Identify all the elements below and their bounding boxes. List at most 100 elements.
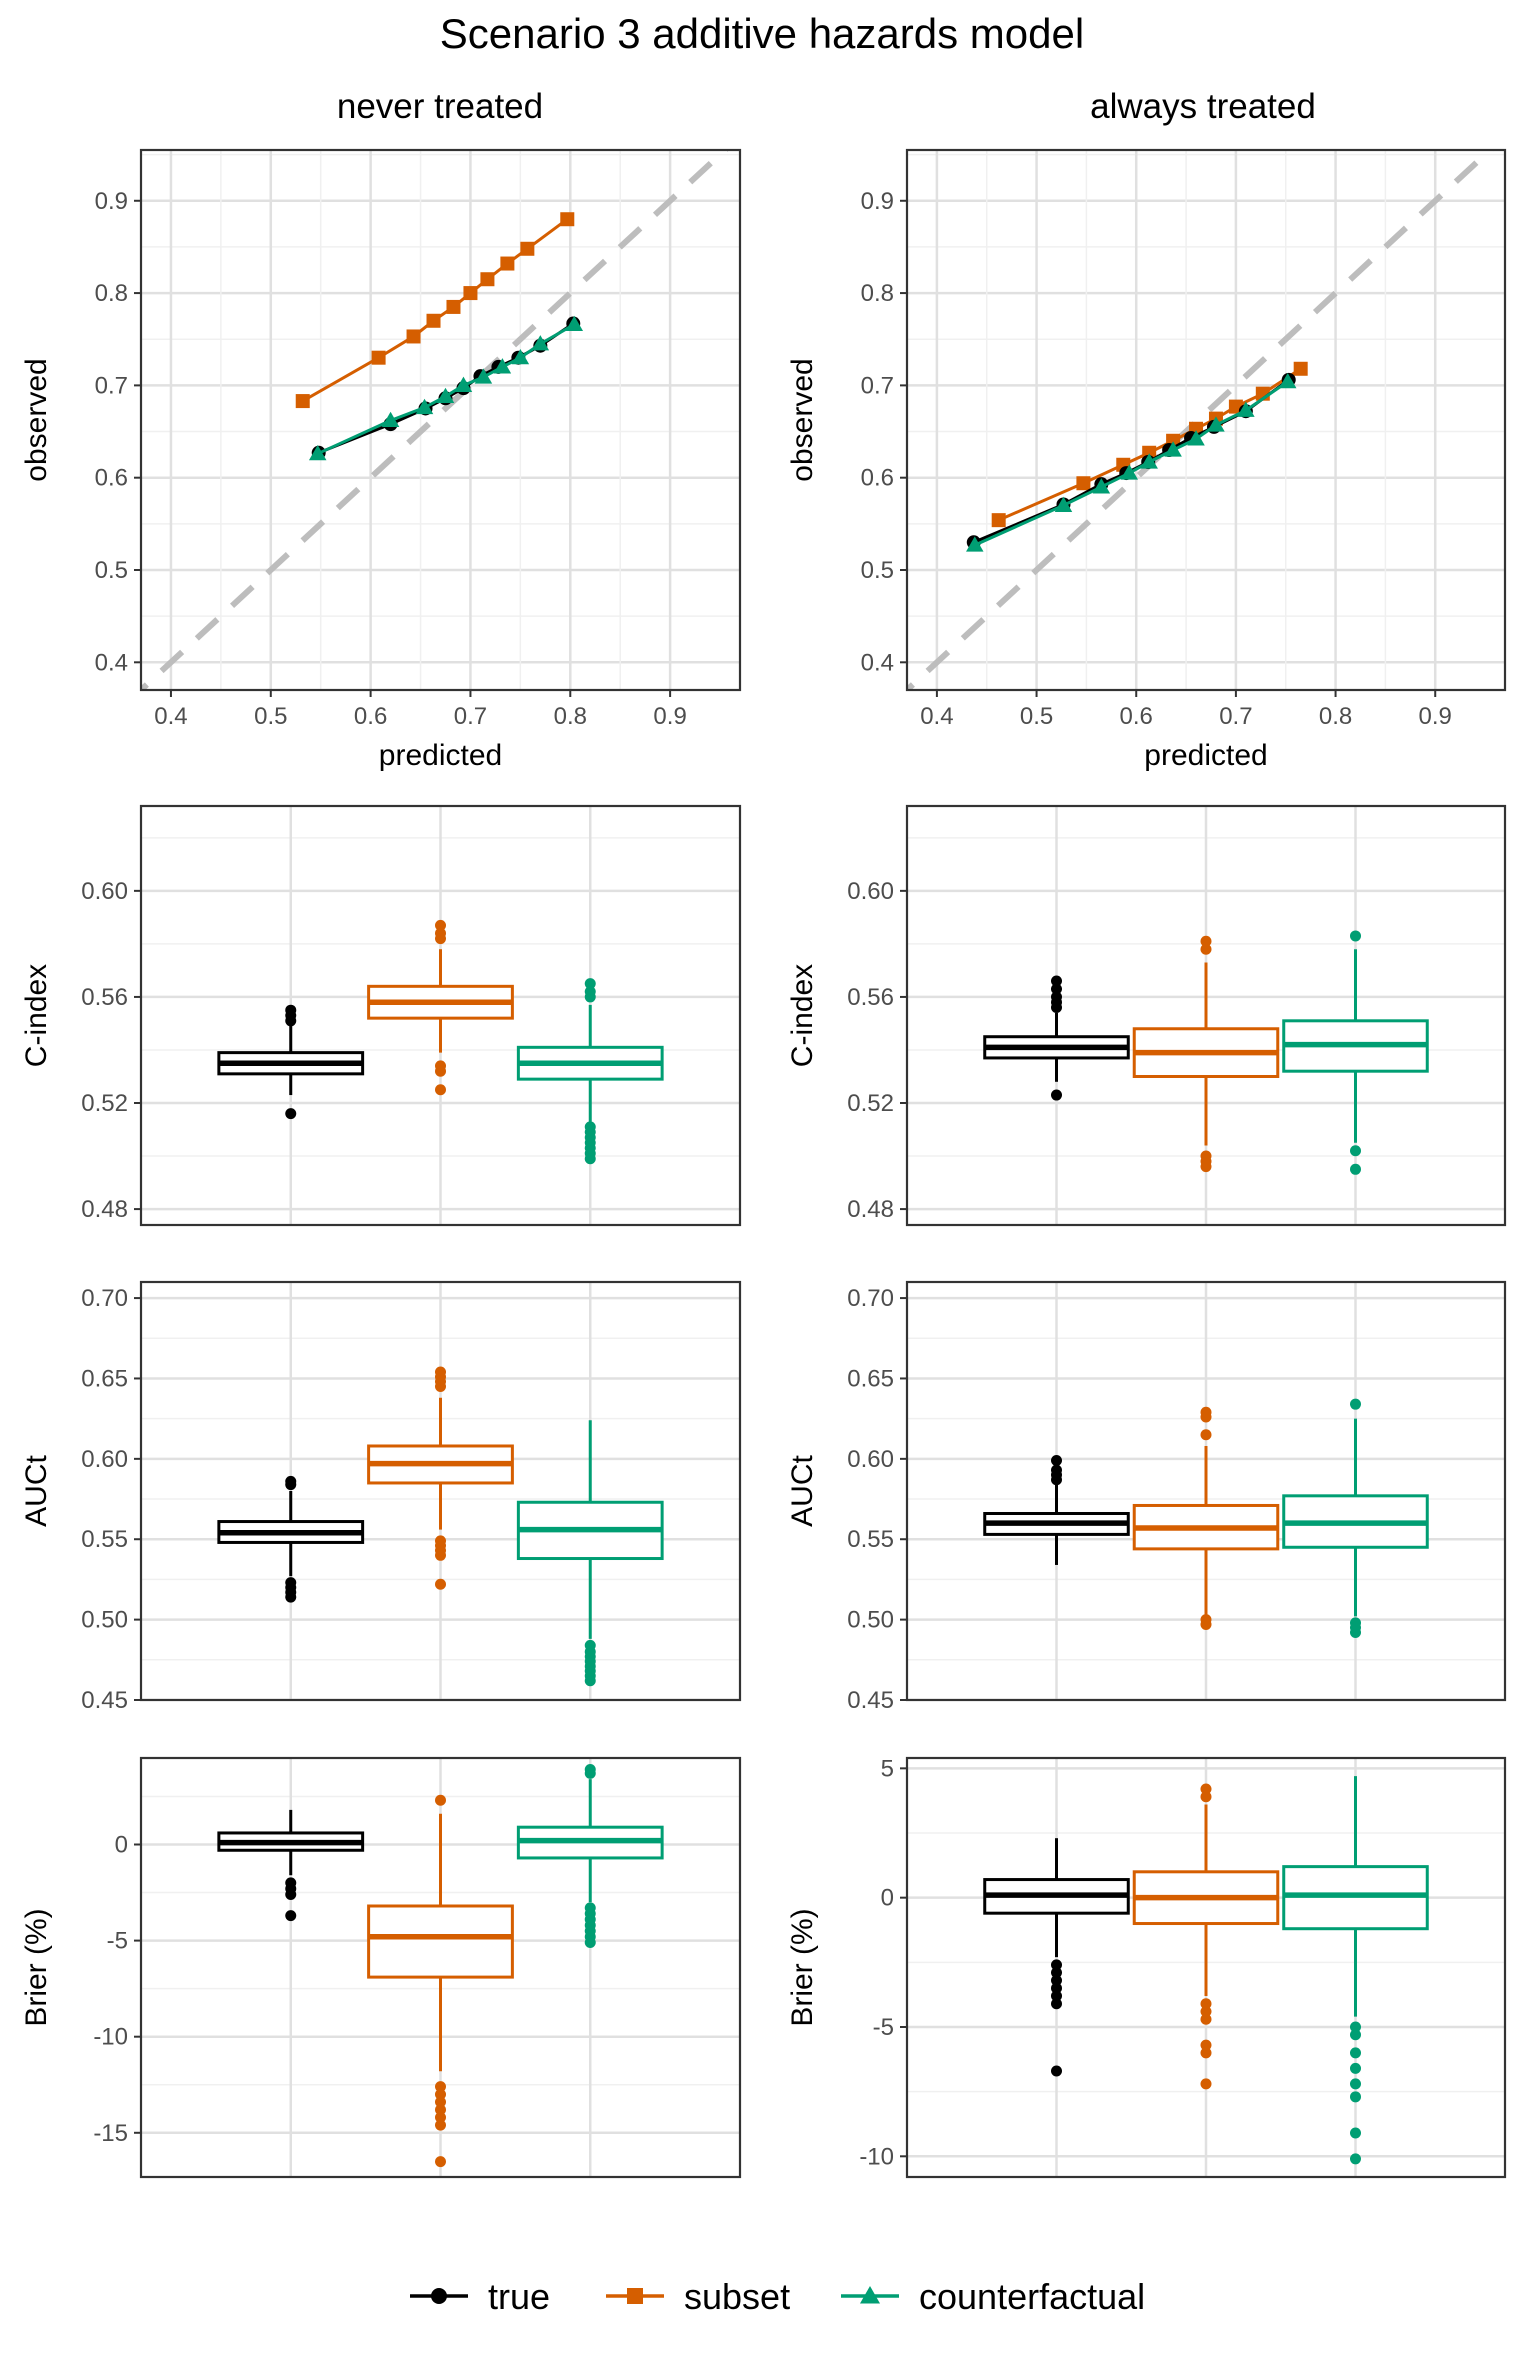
outlier-point-counterfactual — [1350, 1398, 1361, 1410]
panel-auct-always-treated: 0.45 0.50 0.55 0.60 0.65 0.70 AUCt — [786, 1280, 1507, 1714]
y-tick-label: 0.48 — [81, 1196, 128, 1223]
data-point-counterfactual — [1164, 441, 1182, 457]
outlier-point-counterfactual — [1350, 1145, 1361, 1157]
y-tick-label: 0 — [115, 1831, 128, 1858]
outlier-point-true — [1051, 2065, 1062, 2077]
boxplot-subset — [1132, 935, 1280, 1173]
boxplot-counterfactual — [516, 978, 664, 1165]
y-tick-label: 0.48 — [847, 1196, 894, 1223]
legend-label: subset — [684, 2276, 790, 2317]
y-tick-label: 0.50 — [81, 1607, 128, 1634]
y-tick-label: 0.65 — [81, 1365, 128, 1392]
reference-line-identity — [141, 150, 730, 690]
y-tick-label: 0.8 — [95, 280, 128, 307]
plot-area-calibration-always-treated — [907, 150, 1505, 690]
x-tick-label: 0.5 — [254, 703, 287, 730]
x-tick-label: 0.4 — [154, 703, 187, 730]
outlier-point-subset — [1200, 1783, 1212, 1795]
y-tick-label: 0.9 — [95, 188, 128, 215]
outlier-point-true — [285, 1877, 297, 1889]
outlier-point-true — [1051, 1454, 1062, 1466]
y-tick-label: 0.52 — [847, 1090, 894, 1117]
outlier-point-true — [1051, 1974, 1062, 1986]
outlier-point-subset — [1200, 1150, 1212, 1162]
panel-border — [139, 1280, 742, 1702]
data-point-subset — [295, 394, 310, 409]
y-axis-label: AUCt — [20, 1455, 53, 1527]
y-tick-label: 0.60 — [81, 878, 128, 905]
y-tick-label: 0.5 — [861, 557, 894, 584]
x-tick-label: 0.7 — [1219, 703, 1252, 730]
outlier-point-counterfactual — [1350, 2029, 1361, 2041]
data-point-subset — [371, 350, 386, 365]
column-title-always-treated: always treated — [1090, 87, 1316, 126]
x-tick-label: 0.8 — [1319, 703, 1352, 730]
outlier-point-true — [1051, 983, 1062, 995]
outlier-point-counterfactual — [584, 1121, 596, 1133]
outlier-point-true — [1051, 1967, 1062, 1979]
y-tick-label: 0.5 — [95, 557, 128, 584]
panel-brier-never-treated: -15 -10 -5 0 Brier (%) — [20, 1756, 742, 2179]
plot-area-calibration-never-treated — [141, 150, 740, 690]
series-line-subset — [998, 367, 1302, 522]
y-tick-label: 0.45 — [81, 1687, 128, 1714]
outlier-point-subset — [435, 1060, 446, 1072]
data-point-counterfactual — [565, 315, 584, 332]
x-tick-label: 0.6 — [354, 703, 387, 730]
outlier-point-subset — [1200, 1998, 1212, 2010]
data-point-counterfactual — [1278, 372, 1297, 389]
outlier-point-subset — [1200, 2013, 1212, 2025]
outlier-point-true — [285, 1577, 297, 1589]
x-axis-label: predicted — [379, 739, 502, 772]
panel-border — [139, 1756, 742, 2179]
data-point-counterfactual — [1140, 453, 1158, 469]
x-tick-label: 0.4 — [920, 703, 953, 730]
data-point-counterfactual — [531, 335, 550, 351]
boxplot-subset — [1132, 1783, 1280, 2090]
panel-border — [139, 148, 742, 692]
outlier-point-subset — [435, 919, 446, 931]
boxplot-subset — [367, 919, 514, 1096]
outlier-point-subset — [435, 1794, 446, 1806]
plot-area-cindex-never-treated — [141, 806, 740, 1225]
data-point-counterfactual — [1187, 430, 1205, 446]
y-tick-label: 0.65 — [847, 1365, 894, 1392]
outlier-point-counterfactual — [1350, 930, 1361, 942]
boxplot-true — [983, 975, 1130, 1101]
plot-area-auct-never-treated — [141, 1282, 740, 1700]
series-line-counterfactual — [317, 323, 576, 456]
legend: true subset counterfactual — [410, 2276, 1145, 2317]
boxplot-counterfactual — [516, 1764, 664, 1949]
outlier-point-true — [1051, 1464, 1062, 1476]
panel-border — [905, 1756, 1507, 2179]
outlier-point-subset — [1200, 2005, 1212, 2017]
outlier-point-subset — [1200, 2047, 1212, 2059]
series-line-subset — [301, 218, 569, 403]
legend-key-square — [627, 2288, 643, 2304]
data-point-subset — [1293, 361, 1308, 376]
panel-cindex-never-treated: 0.48 0.52 0.56 0.60 C-index — [20, 804, 742, 1227]
data-point-subset — [446, 299, 461, 314]
outlier-point-subset — [1200, 2039, 1212, 2051]
outlier-point-subset — [1200, 1791, 1212, 1803]
y-axis-label: C-index — [20, 964, 53, 1067]
legend-item-true: true — [410, 2276, 550, 2317]
panel-border — [139, 804, 742, 1227]
y-tick-label: 0.60 — [847, 1446, 894, 1473]
boxplot-true — [217, 1809, 365, 1922]
boxplot-counterfactual — [516, 1420, 664, 1687]
data-point-counterfactual — [308, 444, 327, 461]
y-axis-label: Brier (%) — [20, 1908, 53, 2026]
boxplot-true — [983, 1454, 1130, 1565]
boxplot-true — [217, 1004, 365, 1120]
data-point-counterfactual — [1092, 478, 1111, 494]
outlier-point-true — [1051, 1959, 1062, 1971]
boxplot-true — [217, 1475, 365, 1603]
legend-key-circle — [431, 2288, 447, 2304]
x-tick-label: 0.5 — [1020, 703, 1053, 730]
data-point-subset — [520, 241, 535, 256]
outlier-point-counterfactual — [1350, 2078, 1361, 2090]
data-point-counterfactual — [474, 368, 493, 384]
data-point-subset — [500, 256, 515, 271]
legend-key-triangle — [860, 2286, 880, 2304]
